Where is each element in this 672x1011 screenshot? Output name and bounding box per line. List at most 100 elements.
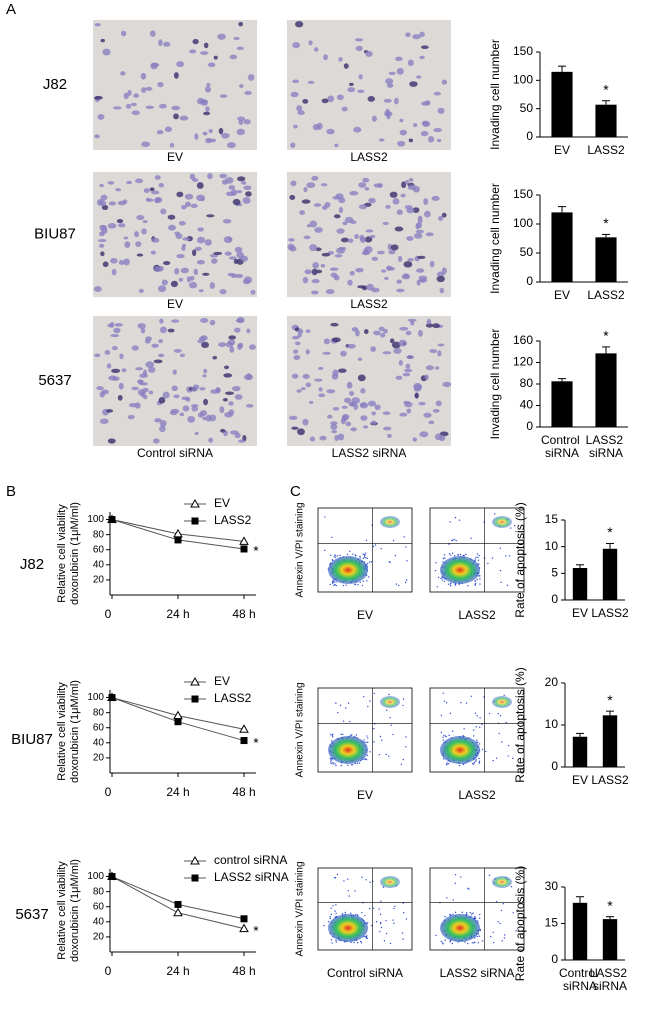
cell xyxy=(442,381,452,388)
bar xyxy=(595,353,617,427)
cell xyxy=(207,62,216,68)
cell xyxy=(121,368,127,373)
cell xyxy=(117,394,123,401)
event xyxy=(442,736,444,738)
event xyxy=(334,583,336,586)
cell xyxy=(154,196,163,204)
cell xyxy=(394,226,404,232)
legend-label: LASS2 xyxy=(214,513,252,527)
cell xyxy=(369,234,376,239)
cell xyxy=(340,417,346,425)
cell xyxy=(370,346,376,352)
cell xyxy=(409,81,418,87)
event xyxy=(345,584,347,586)
legend-marker xyxy=(190,498,200,508)
cell xyxy=(190,203,198,209)
cell xyxy=(347,87,356,93)
cell xyxy=(314,227,323,233)
cell xyxy=(345,421,352,427)
cell xyxy=(413,384,423,391)
y-tick-label: 15 xyxy=(545,916,559,930)
event xyxy=(474,917,477,919)
point xyxy=(174,718,182,726)
cell xyxy=(385,204,391,209)
cell xyxy=(418,275,428,280)
panel-label: B xyxy=(6,483,16,500)
point xyxy=(239,923,249,933)
event xyxy=(474,584,476,586)
event xyxy=(351,764,354,766)
event xyxy=(481,723,483,726)
cell xyxy=(218,127,224,135)
cell xyxy=(110,257,118,264)
event xyxy=(358,762,361,764)
event xyxy=(462,554,464,557)
event xyxy=(366,922,369,924)
cell xyxy=(330,423,338,430)
event xyxy=(356,762,359,765)
cell xyxy=(108,201,116,206)
event xyxy=(471,762,474,765)
event xyxy=(347,702,350,704)
event xyxy=(479,913,481,916)
event xyxy=(440,714,443,717)
cell xyxy=(416,279,421,286)
event xyxy=(335,702,337,704)
event xyxy=(435,562,437,564)
cell xyxy=(358,182,367,188)
cell xyxy=(236,316,245,324)
cell xyxy=(158,39,163,47)
cell xyxy=(350,220,357,224)
cell xyxy=(311,268,318,276)
event xyxy=(474,583,476,585)
event xyxy=(505,721,507,724)
cell xyxy=(236,128,246,136)
event xyxy=(434,569,437,572)
bar xyxy=(595,104,617,137)
cell xyxy=(239,84,244,88)
cell xyxy=(199,336,206,341)
cell xyxy=(122,199,128,204)
event xyxy=(402,698,405,700)
event xyxy=(334,554,337,556)
cell xyxy=(347,238,354,243)
cell xyxy=(117,223,126,228)
point xyxy=(108,516,116,524)
event xyxy=(454,874,457,876)
cell xyxy=(205,106,210,113)
cell xyxy=(439,287,445,294)
y-tick-label: 100 xyxy=(87,871,104,882)
cell xyxy=(322,351,331,355)
cell xyxy=(140,382,148,386)
image-caption: LASS2 xyxy=(350,297,388,311)
cell xyxy=(317,366,324,370)
y-tick-label: 20 xyxy=(545,675,559,689)
event xyxy=(344,911,347,914)
event xyxy=(441,579,444,581)
cell xyxy=(225,177,234,184)
image-caption: Control siRNA xyxy=(327,966,403,980)
cell xyxy=(341,405,348,409)
cell xyxy=(415,229,424,234)
event xyxy=(332,905,334,907)
cell xyxy=(148,366,156,373)
cell xyxy=(126,180,133,185)
cell xyxy=(433,91,441,96)
y-axis-label: Rate of apoptosis (%) xyxy=(513,502,527,617)
event xyxy=(474,580,476,582)
cell xyxy=(192,249,197,257)
legend-marker xyxy=(191,695,199,703)
event xyxy=(490,935,492,938)
cell xyxy=(323,54,328,61)
cell xyxy=(441,212,447,218)
event xyxy=(507,755,509,757)
event xyxy=(454,555,456,557)
cell xyxy=(220,428,226,433)
cell xyxy=(158,103,167,109)
event xyxy=(331,740,333,742)
cell xyxy=(237,116,246,122)
cell xyxy=(405,363,411,369)
event xyxy=(403,536,405,538)
event xyxy=(498,732,500,735)
cell xyxy=(338,368,347,373)
